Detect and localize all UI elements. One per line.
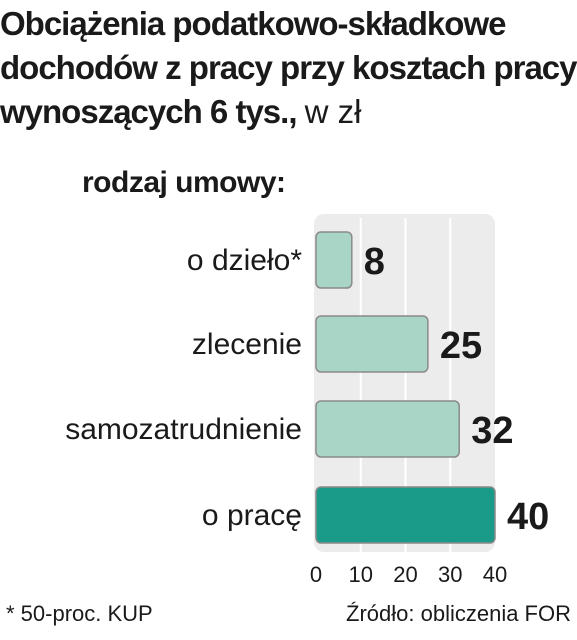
category-label: o dzieło* [187, 244, 302, 277]
x-tick-label: 30 [438, 562, 462, 587]
data-label: 40 [507, 496, 549, 538]
category-label: zlecenie [192, 328, 302, 361]
x-tick-label: 0 [310, 562, 322, 587]
category-label: o pracę [202, 499, 302, 532]
bar [315, 486, 496, 544]
x-tick-label: 40 [483, 562, 507, 587]
chart-title-text: Obciążenia podatkowo-składkowe dochodów … [0, 5, 577, 130]
chart-title: Obciążenia podatkowo-składkowe dochodów … [0, 2, 577, 134]
x-tick-label: 10 [349, 562, 373, 587]
data-label: 25 [440, 325, 482, 367]
x-tick-label: 20 [393, 562, 417, 587]
bar [315, 315, 429, 373]
category-label: samozatrudnienie [65, 413, 302, 446]
data-label: 32 [471, 410, 513, 452]
footnote: * 50-proc. KUP [6, 601, 153, 626]
bar [315, 400, 460, 458]
data-label: 8 [364, 241, 385, 283]
bar-chart: 0 10 20 30 40 o dzieło* 8 zlecenie 25 samozatrudn… [65, 214, 549, 587]
chart-unit: w zł [304, 93, 362, 130]
source-note: Źródło: obliczenia FOR [346, 601, 571, 626]
category-heading: rodzaj umowy: [82, 166, 286, 199]
bar [315, 231, 353, 289]
